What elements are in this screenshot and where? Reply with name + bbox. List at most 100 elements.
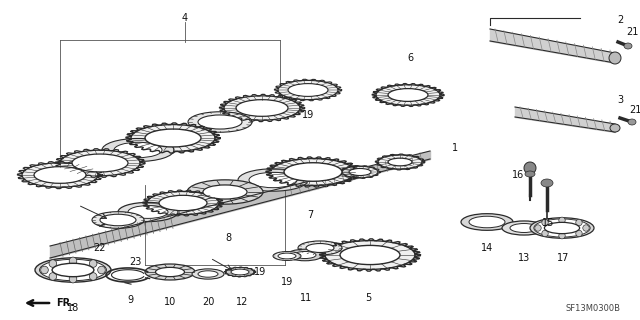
Ellipse shape — [49, 260, 57, 267]
Text: 22: 22 — [93, 243, 106, 253]
Text: 13: 13 — [518, 253, 530, 263]
Ellipse shape — [278, 253, 296, 259]
Text: 11: 11 — [300, 293, 312, 303]
Ellipse shape — [469, 216, 505, 228]
Text: 5: 5 — [365, 293, 371, 303]
Ellipse shape — [60, 150, 140, 176]
Ellipse shape — [542, 220, 548, 226]
Text: 17: 17 — [557, 253, 569, 263]
Ellipse shape — [49, 273, 57, 280]
Ellipse shape — [238, 169, 308, 191]
Ellipse shape — [502, 221, 546, 235]
Text: 19: 19 — [254, 267, 266, 277]
Text: 3: 3 — [617, 95, 623, 105]
Ellipse shape — [461, 214, 513, 230]
Ellipse shape — [90, 273, 97, 280]
Ellipse shape — [535, 225, 541, 231]
Text: 2: 2 — [617, 15, 623, 25]
Ellipse shape — [342, 166, 378, 178]
Text: 8: 8 — [225, 233, 231, 243]
Ellipse shape — [287, 249, 323, 261]
Text: 15: 15 — [542, 218, 554, 228]
Ellipse shape — [545, 222, 580, 234]
Ellipse shape — [576, 230, 582, 236]
Ellipse shape — [156, 268, 184, 276]
Ellipse shape — [325, 241, 415, 269]
Ellipse shape — [187, 180, 263, 204]
Ellipse shape — [98, 266, 106, 274]
Ellipse shape — [542, 230, 548, 236]
Ellipse shape — [609, 52, 621, 64]
Ellipse shape — [294, 252, 316, 259]
Ellipse shape — [525, 171, 535, 177]
Ellipse shape — [349, 168, 371, 175]
Ellipse shape — [236, 100, 288, 116]
Ellipse shape — [231, 269, 249, 275]
Ellipse shape — [278, 80, 338, 100]
Text: 6: 6 — [407, 53, 413, 63]
Ellipse shape — [388, 89, 428, 101]
Ellipse shape — [610, 124, 620, 132]
Ellipse shape — [376, 85, 440, 105]
Ellipse shape — [340, 245, 400, 265]
Ellipse shape — [249, 172, 297, 188]
Text: 19: 19 — [302, 110, 314, 120]
Ellipse shape — [188, 112, 252, 132]
Ellipse shape — [131, 124, 215, 151]
Ellipse shape — [72, 154, 128, 172]
Ellipse shape — [100, 214, 136, 226]
Ellipse shape — [510, 223, 538, 232]
Text: 4: 4 — [182, 13, 188, 23]
Ellipse shape — [69, 275, 77, 283]
Ellipse shape — [378, 155, 422, 169]
Ellipse shape — [306, 244, 334, 252]
Ellipse shape — [198, 115, 242, 129]
Ellipse shape — [288, 84, 328, 96]
Text: FR.: FR. — [56, 298, 74, 308]
Text: 1: 1 — [452, 143, 458, 153]
Ellipse shape — [628, 119, 636, 125]
Ellipse shape — [284, 163, 342, 181]
Ellipse shape — [147, 191, 219, 214]
Ellipse shape — [90, 260, 97, 267]
Ellipse shape — [559, 217, 565, 223]
Ellipse shape — [145, 129, 201, 147]
Ellipse shape — [400, 92, 416, 98]
Ellipse shape — [576, 220, 582, 226]
Ellipse shape — [41, 266, 48, 274]
Text: 14: 14 — [481, 243, 493, 253]
Ellipse shape — [22, 163, 98, 187]
Text: 16: 16 — [512, 170, 524, 180]
Text: 20: 20 — [202, 297, 214, 307]
Ellipse shape — [559, 232, 565, 239]
Text: SF13M0300B: SF13M0300B — [565, 304, 620, 313]
Ellipse shape — [271, 158, 355, 185]
Ellipse shape — [534, 219, 590, 237]
Ellipse shape — [583, 225, 589, 231]
Ellipse shape — [52, 263, 94, 277]
Text: 9: 9 — [127, 295, 133, 305]
Ellipse shape — [198, 271, 218, 277]
Text: 18: 18 — [67, 303, 79, 313]
Ellipse shape — [226, 268, 254, 276]
Ellipse shape — [92, 212, 144, 228]
Ellipse shape — [192, 269, 224, 279]
Ellipse shape — [128, 205, 168, 218]
Ellipse shape — [298, 241, 342, 255]
Ellipse shape — [624, 43, 632, 49]
Ellipse shape — [34, 167, 86, 183]
Ellipse shape — [40, 259, 106, 281]
Ellipse shape — [524, 162, 536, 174]
Text: 21: 21 — [629, 105, 640, 115]
Ellipse shape — [102, 139, 174, 162]
Ellipse shape — [224, 96, 300, 120]
Ellipse shape — [118, 203, 178, 221]
Text: 19: 19 — [281, 277, 293, 287]
Ellipse shape — [159, 195, 207, 211]
Ellipse shape — [530, 218, 594, 238]
Ellipse shape — [203, 185, 247, 199]
Ellipse shape — [273, 252, 301, 260]
Ellipse shape — [69, 257, 77, 265]
Text: 21: 21 — [626, 27, 638, 37]
Ellipse shape — [114, 142, 162, 158]
